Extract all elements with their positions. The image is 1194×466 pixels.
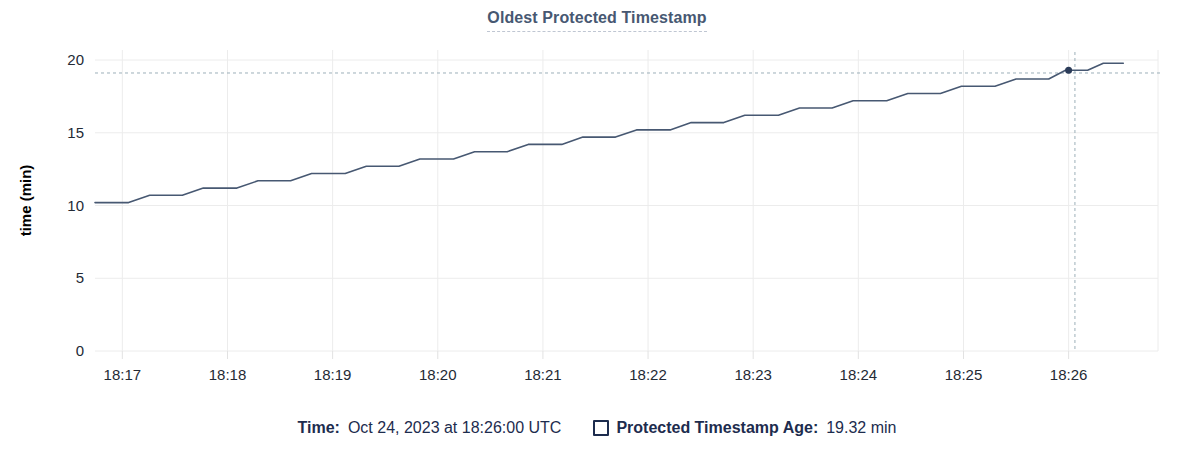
x-tick-label: 18:23: [734, 366, 772, 383]
x-tick-label: 18:18: [209, 366, 247, 383]
x-tick-label: 18:19: [314, 366, 352, 383]
legend-swatch-icon[interactable]: [593, 420, 609, 436]
x-tick-label: 18:21: [524, 366, 562, 383]
x-tick-label: 18:25: [945, 366, 983, 383]
legend-series-value: 19.32 min: [826, 419, 896, 437]
x-tick-label: 18:24: [840, 366, 878, 383]
chart-hover-legend: Time: Oct 24, 2023 at 18:26:00 UTC Prote…: [0, 419, 1194, 437]
hover-time-value: Oct 24, 2023 at 18:26:00 UTC: [348, 419, 561, 437]
x-tick-label: 18:22: [629, 366, 667, 383]
hover-point-dot: [1065, 67, 1072, 74]
legend-item-protected-timestamp-age[interactable]: Protected Timestamp Age: 19.32 min: [593, 419, 896, 437]
x-tick-label: 18:17: [104, 366, 142, 383]
y-tick-label: 10: [67, 197, 84, 214]
x-tick-label: 18:26: [1050, 366, 1088, 383]
y-tick-label: 5: [76, 269, 84, 286]
legend-series-label: Protected Timestamp Age:: [616, 419, 818, 437]
hover-time-label: Time:: [298, 419, 340, 437]
metric-chart-page: { "chart_data": { "type": "line", "title…: [0, 0, 1194, 466]
y-tick-label: 20: [67, 51, 84, 68]
x-tick-label: 18:20: [419, 366, 457, 383]
chart-canvas[interactable]: 0 5 10 15 20 18:17 18:18 18:19 18:20 18:21 18:22 18…: [0, 0, 1194, 400]
y-tick-label: 0: [76, 342, 84, 359]
y-tick-label: 15: [67, 124, 84, 141]
hover-time-readout: Time: Oct 24, 2023 at 18:26:00 UTC: [298, 419, 562, 437]
y-axis-label: time (min): [17, 165, 34, 237]
